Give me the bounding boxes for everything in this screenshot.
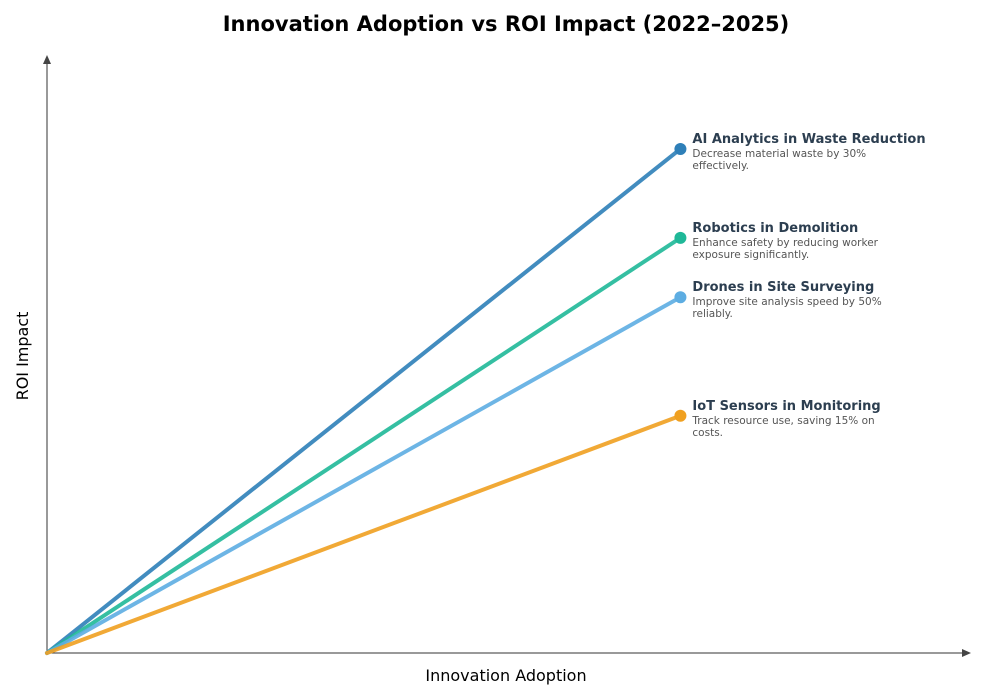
- series-line: [45, 295, 683, 655]
- series-endpoint-marker: [674, 409, 687, 422]
- series-endpoint-marker: [674, 231, 687, 244]
- series-endpoint-marker: [674, 291, 687, 304]
- series-description-line: Enhance safety by reducing worker: [692, 237, 878, 249]
- series-description-line: costs.: [692, 427, 723, 439]
- series-name-label: AI Analytics in Waste Reduction: [692, 132, 925, 147]
- x-axis-arrow-icon: [962, 649, 971, 657]
- y-axis-arrow-icon: [43, 55, 51, 64]
- series-layer: AI Analytics in Waste ReductionDecrease …: [45, 132, 926, 655]
- axes: [43, 55, 971, 657]
- series-description-line: Improve site analysis speed by 50%: [692, 296, 881, 308]
- y-axis-label: ROI Impact: [13, 312, 32, 401]
- series-line: [45, 146, 683, 655]
- series-description-line: reliably.: [692, 308, 732, 320]
- series-endpoint-marker: [674, 142, 687, 155]
- series-description-line: effectively.: [692, 160, 749, 172]
- series-description-line: Decrease material waste by 30%: [692, 148, 866, 160]
- series-description-line: Track resource use, saving 15% on: [691, 415, 874, 427]
- series-0: AI Analytics in Waste ReductionDecrease …: [45, 132, 926, 655]
- chart-title: Innovation Adoption vs ROI Impact (2022–…: [223, 12, 790, 36]
- series-line: [45, 235, 683, 655]
- series-description-line: exposure significantly.: [692, 249, 809, 261]
- series-name-label: Robotics in Demolition: [692, 221, 858, 236]
- series-line: [45, 413, 683, 655]
- series-name-label: Drones in Site Surveying: [692, 280, 874, 295]
- series-name-label: IoT Sensors in Monitoring: [692, 399, 880, 414]
- x-axis-label: Innovation Adoption: [425, 666, 586, 685]
